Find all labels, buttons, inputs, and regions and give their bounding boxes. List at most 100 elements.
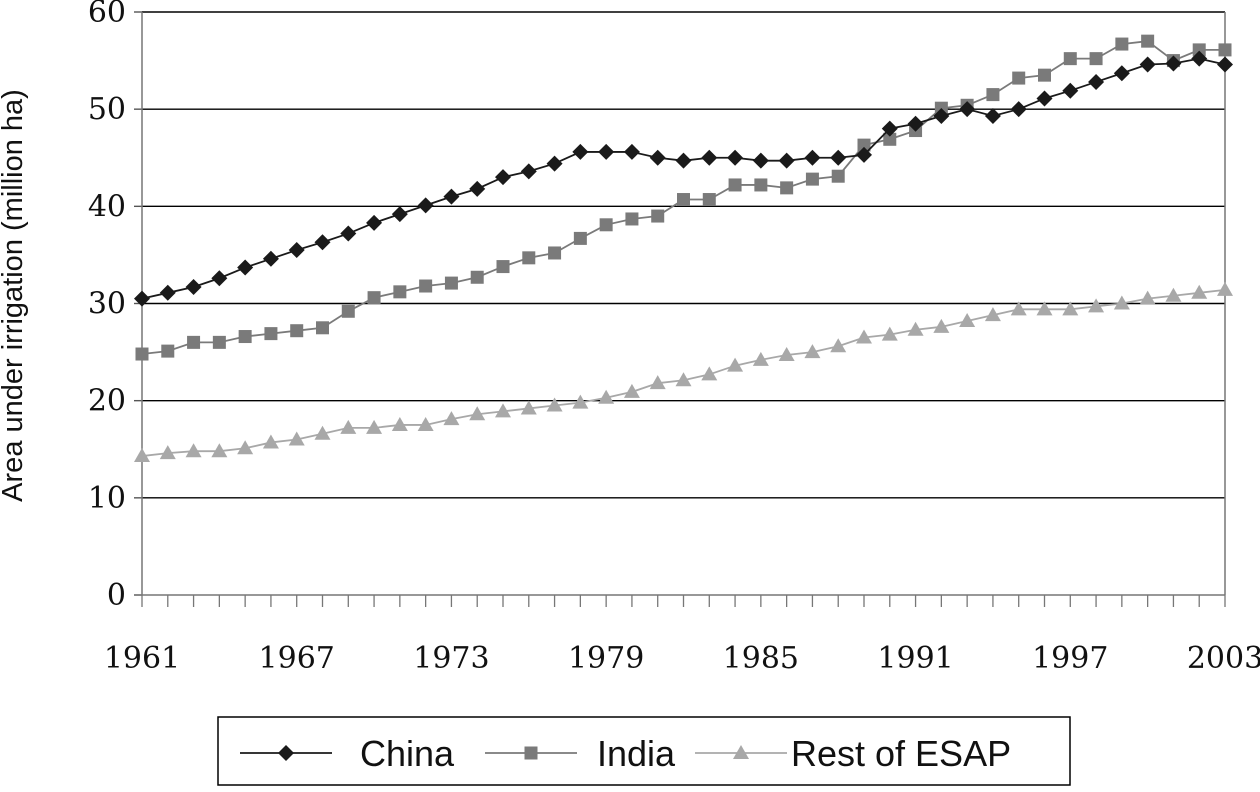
- data-point: [185, 278, 202, 295]
- data-point: [1036, 301, 1053, 316]
- data-point: [727, 149, 744, 166]
- legend-label: India: [597, 733, 676, 774]
- data-point: [495, 403, 511, 418]
- data-point: [623, 143, 640, 160]
- legend-marker-triangle: [733, 745, 749, 759]
- data-point: [933, 107, 950, 124]
- data-point: [623, 383, 640, 398]
- data-point: [1012, 71, 1026, 85]
- series: [134, 34, 1233, 463]
- data-point: [1062, 301, 1079, 316]
- data-point: [262, 250, 279, 267]
- data-point: [675, 152, 692, 169]
- data-point: [907, 115, 924, 132]
- data-point: [701, 366, 718, 381]
- data-point: [984, 107, 1001, 124]
- data-point: [728, 178, 742, 192]
- data-point: [778, 152, 795, 169]
- data-point: [881, 326, 898, 341]
- data-point: [237, 440, 254, 455]
- data-point: [701, 149, 718, 166]
- data-point: [959, 101, 976, 118]
- y-tick-label: 20: [88, 384, 126, 419]
- data-point: [288, 431, 305, 446]
- data-point: [675, 372, 692, 387]
- data-point: [856, 329, 872, 344]
- data-point: [598, 143, 615, 160]
- data-point: [1165, 55, 1182, 72]
- data-point: [572, 143, 589, 160]
- data-point: [702, 193, 716, 207]
- y-tick-label: 50: [88, 92, 126, 127]
- data-point: [546, 397, 563, 412]
- legend-label: Rest of ESAP: [791, 733, 1011, 774]
- data-point: [649, 149, 666, 166]
- y-tick-label: 0: [107, 578, 126, 613]
- data-point: [522, 251, 536, 265]
- data-point: [444, 276, 458, 290]
- data-point: [1141, 34, 1155, 48]
- series-line: [141, 57, 1226, 300]
- x-tick-label: 1985: [723, 641, 799, 676]
- data-point: [134, 290, 150, 307]
- data-point: [933, 318, 950, 333]
- y-axis-title: Area under irrigation (million ha): [0, 89, 29, 502]
- data-point: [1192, 43, 1206, 57]
- x-tick-label: 1979: [568, 641, 644, 676]
- data-point: [520, 400, 537, 415]
- data-point: [417, 416, 434, 431]
- data-point: [778, 346, 795, 361]
- data-point: [1217, 56, 1233, 73]
- axes: 0 10 20 30 40 50 60 1961 1967 1973 1979 1985 1991 199…: [0, 0, 1260, 676]
- series-china: [134, 50, 1233, 307]
- data-point: [959, 312, 976, 327]
- data-point: [1089, 52, 1103, 66]
- data-point: [211, 270, 228, 287]
- data-point: [831, 169, 845, 183]
- data-point: [185, 443, 202, 458]
- data-point: [1036, 90, 1053, 107]
- data-point: [314, 234, 331, 251]
- data-point: [391, 206, 408, 223]
- data-point: [1113, 295, 1130, 310]
- data-point: [649, 375, 666, 390]
- legend-marker-diamond: [278, 745, 294, 761]
- data-point: [520, 163, 537, 180]
- data-point: [1010, 101, 1027, 118]
- data-point: [496, 260, 510, 274]
- data-point: [1113, 65, 1130, 82]
- legend: China India Rest of ESAP: [217, 716, 1071, 786]
- data-point: [986, 88, 1000, 102]
- data-point: [805, 172, 819, 186]
- data-point: [1062, 82, 1079, 99]
- data-point: [212, 335, 226, 349]
- data-point: [159, 284, 176, 301]
- data-point: [1191, 50, 1208, 67]
- data-point: [572, 394, 589, 409]
- series-rest-of-esap: [134, 281, 1233, 463]
- x-tick-label: 1973: [413, 641, 489, 676]
- data-point: [161, 344, 175, 358]
- data-point: [599, 218, 613, 232]
- data-point: [754, 178, 768, 192]
- data-point: [367, 291, 381, 305]
- data-point: [727, 357, 744, 372]
- x-tick-label: 1997: [1032, 641, 1108, 676]
- data-point: [1191, 284, 1208, 299]
- data-point: [391, 416, 408, 431]
- data-point: [677, 193, 690, 207]
- y-tick-label: 60: [88, 0, 126, 30]
- data-point: [830, 338, 847, 353]
- data-point: [883, 132, 897, 146]
- data-point: [316, 321, 329, 335]
- data-point: [1088, 73, 1105, 90]
- x-tick-label: 1991: [877, 641, 953, 676]
- legend-box: [217, 716, 1071, 786]
- data-point: [546, 155, 563, 172]
- data-point: [288, 242, 305, 259]
- data-point: [393, 285, 407, 299]
- data-point: [469, 180, 486, 197]
- data-point: [340, 225, 357, 242]
- x-tick-label: 2003: [1187, 641, 1260, 676]
